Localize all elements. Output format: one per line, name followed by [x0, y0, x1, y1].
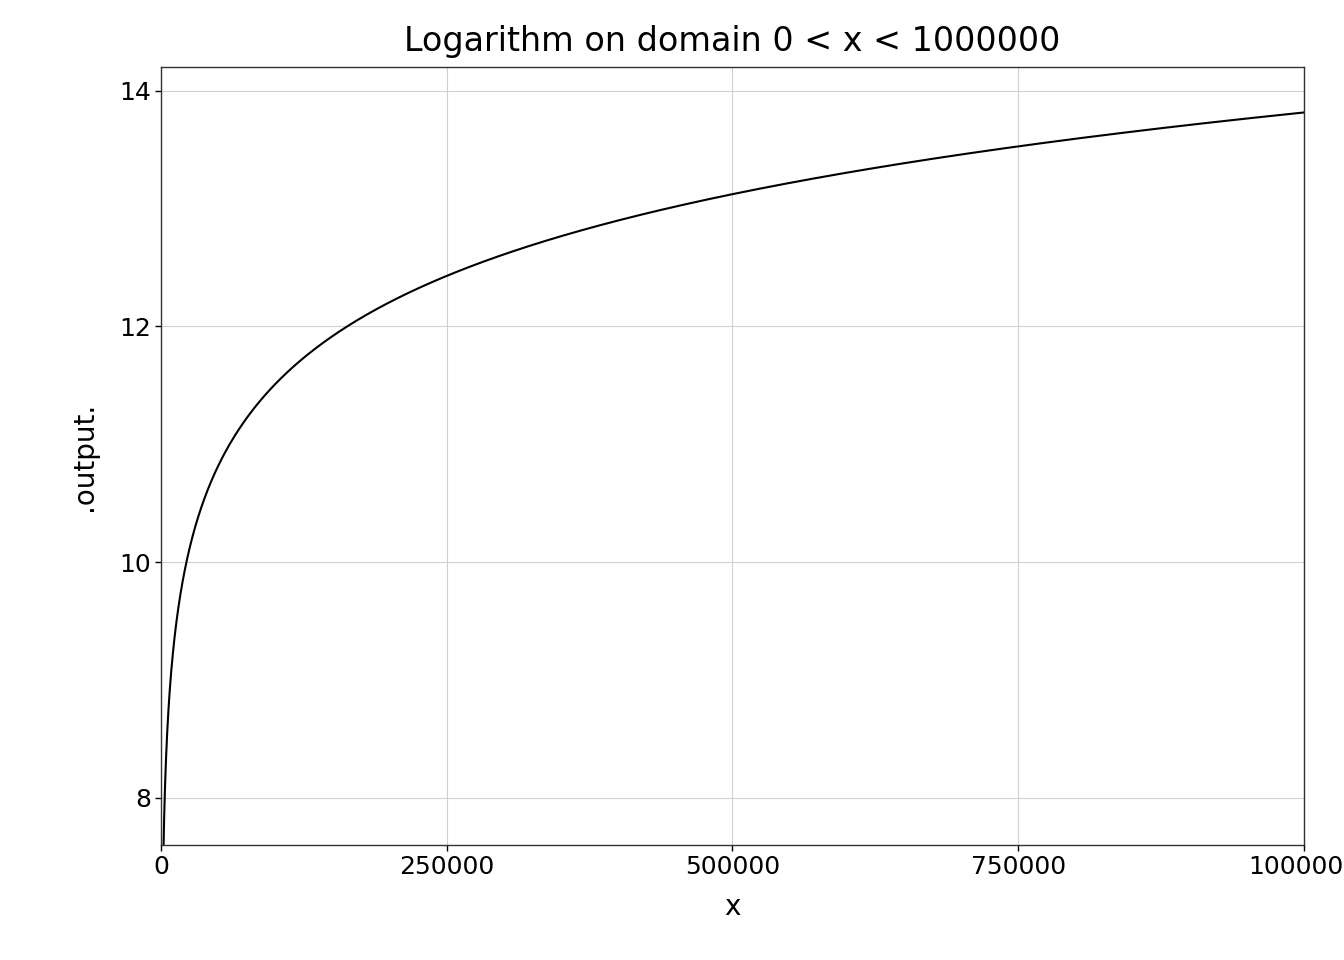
X-axis label: x: x: [724, 893, 741, 921]
Title: Logarithm on domain 0 < x < 1000000: Logarithm on domain 0 < x < 1000000: [405, 25, 1060, 58]
Y-axis label: .output.: .output.: [70, 401, 98, 511]
